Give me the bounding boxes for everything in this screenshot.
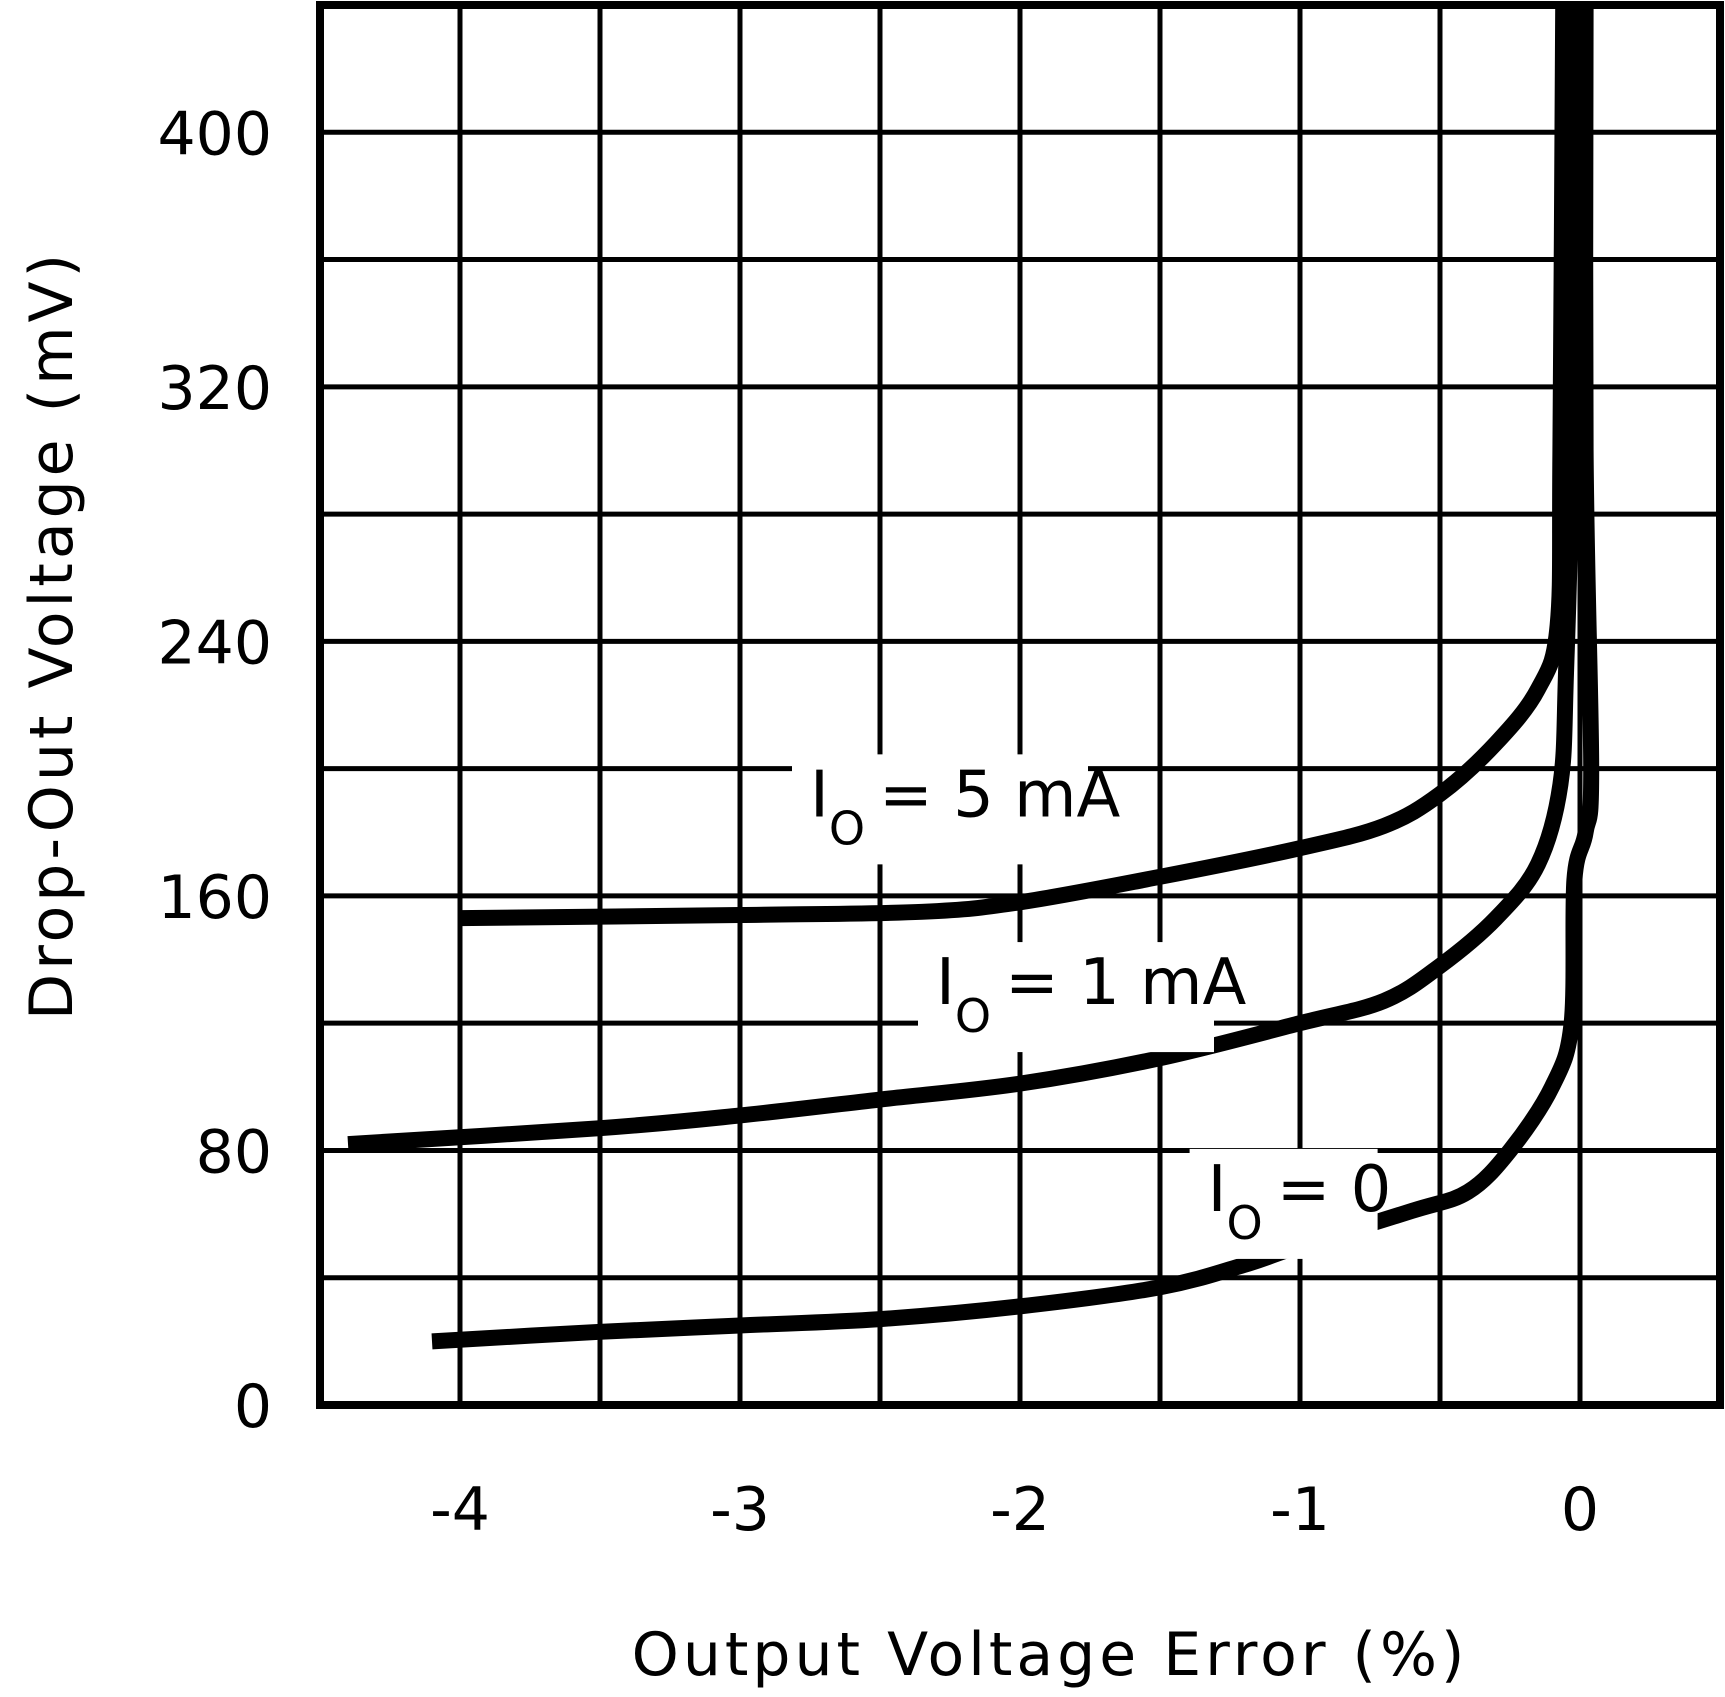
x-tick-label: -1 [1270, 1475, 1330, 1545]
y-tick-label: 160 [157, 863, 272, 933]
x-tick-label: -4 [430, 1475, 490, 1545]
y-axis-tick-labels: 0 80 160 240 320 400 [157, 99, 272, 1442]
y-axis-title: Drop-Out Voltage (mV) [17, 250, 87, 1020]
data-curves [347, 4, 1600, 1350]
y-tick-label: 320 [157, 354, 272, 424]
curve-label-background [918, 942, 1214, 1053]
x-tick-label: -3 [710, 1475, 770, 1545]
curve-label-2: IO = 0 [1208, 1153, 1392, 1250]
curve-labels: IO = 5 mA IO = 1 mA IO = 0 [792, 754, 1391, 1259]
curve-label-background [792, 754, 1088, 865]
curve-series-2 [431, 4, 1600, 1350]
curve-series-1 [347, 4, 1583, 1153]
y-tick-label: 240 [157, 608, 272, 678]
x-axis-title: Output Voltage Error (%) [632, 1620, 1469, 1690]
x-axis-tick-labels: -4 -3 -2 -1 0 [430, 1475, 1599, 1545]
curve-label-0: IO = 5 mA [810, 758, 1120, 855]
curve-series-0 [459, 4, 1572, 927]
y-tick-label: 400 [157, 99, 272, 169]
x-tick-label: -2 [990, 1475, 1050, 1545]
x-tick-label: 0 [1561, 1475, 1599, 1545]
y-tick-label: 0 [234, 1372, 272, 1442]
curve-label-background [1189, 1148, 1378, 1259]
grid-lines [317, 2, 1723, 1408]
curve-label-1: IO = 1 mA [936, 946, 1246, 1043]
plot-frame [316, 1, 1724, 1409]
y-tick-label: 80 [196, 1117, 272, 1187]
